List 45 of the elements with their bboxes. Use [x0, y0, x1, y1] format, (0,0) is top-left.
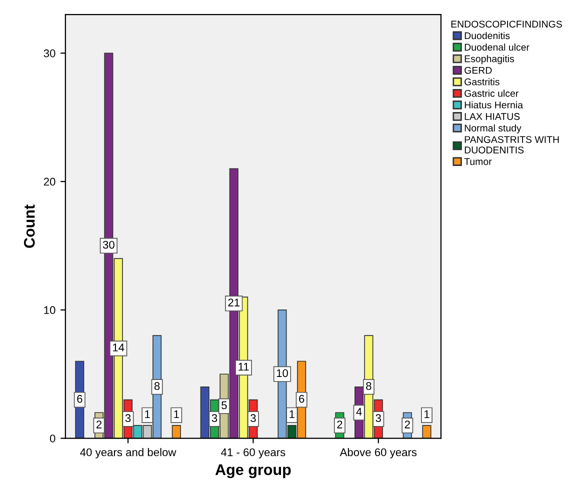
legend-label: Esophagitis: [464, 55, 514, 64]
legend-label: GERD: [464, 66, 492, 74]
data-label: 1: [174, 410, 179, 418]
data-label: 1: [290, 410, 294, 418]
legend-label: Tumor: [464, 158, 492, 165]
y-tick-label: 0: [50, 434, 56, 442]
legend-label: PANGASTRITS WITH DUODENITIS: [464, 136, 559, 154]
legend-label: LAX HIATUS: [464, 113, 520, 120]
data-label: 3: [250, 414, 256, 422]
data-label: 3: [376, 414, 381, 422]
legend-label: Gastric ulcer: [464, 90, 519, 97]
data-label: 14: [113, 344, 124, 352]
y-tick-label: 30: [44, 49, 56, 58]
data-label: 10: [276, 369, 288, 378]
data-label: 8: [366, 382, 372, 390]
data-label: 3: [125, 414, 131, 422]
x-tick-label: Above 60 years: [340, 448, 417, 458]
legend-label: Hiatus Hernia: [464, 101, 524, 108]
y-axis-title: Count: [24, 204, 35, 248]
data-label: 11: [238, 362, 249, 371]
x-tick-label: 40 years and below: [80, 448, 176, 458]
y-tick-label: 20: [44, 178, 56, 186]
legend-label: Normal study: [464, 124, 522, 134]
data-label: 1: [424, 410, 430, 418]
data-label: 6: [299, 394, 304, 403]
bar: [172, 425, 181, 438]
data-label: 4: [356, 408, 362, 416]
data-label: 5: [222, 401, 227, 410]
bar: [422, 425, 432, 438]
data-label: 3: [212, 414, 218, 422]
data-label: 6: [77, 394, 82, 403]
legend-label: Duodenal ulcer: [464, 44, 530, 51]
data-label: 2: [96, 420, 102, 428]
data-label: 2: [337, 420, 342, 428]
legend-label: Gastritis: [464, 78, 500, 86]
x-axis-title: Age group: [215, 464, 291, 478]
data-label: 21: [228, 298, 240, 306]
data-label: 1: [145, 410, 150, 418]
data-label: 2: [404, 420, 410, 428]
x-tick-label: 41 - 60 years: [221, 448, 286, 458]
y-tick-label: 10: [44, 306, 56, 314]
data-label: 30: [102, 240, 114, 249]
legend-label: Duodenitis: [464, 32, 510, 40]
legend-title: ENDOSCOPICFINDINGS: [451, 20, 562, 28]
data-label: 8: [154, 382, 160, 390]
